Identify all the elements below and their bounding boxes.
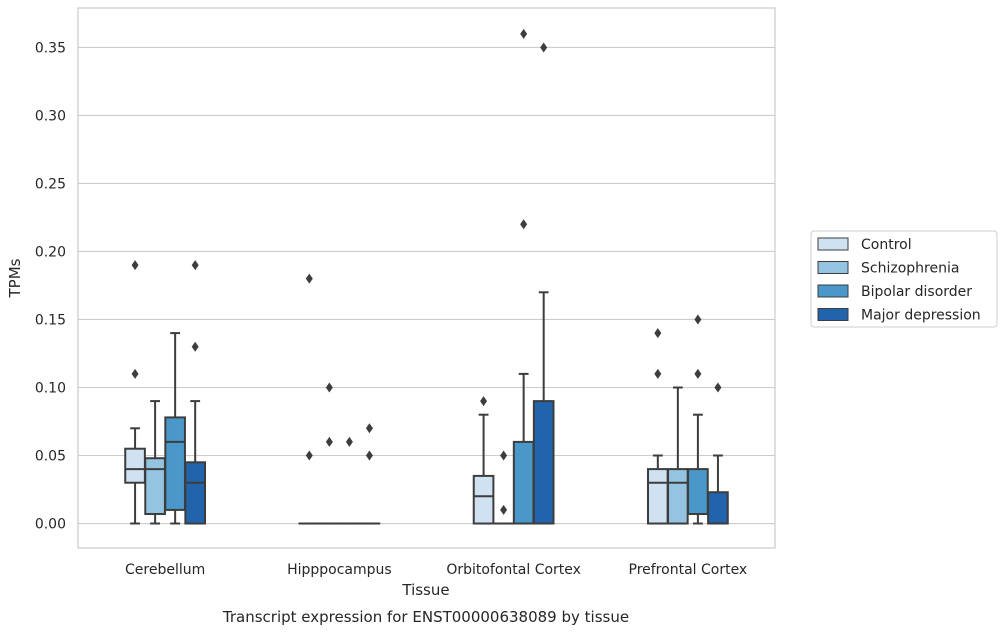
box-body [124, 447, 146, 484]
box-schizophrenia [492, 450, 515, 525]
boxes-layer [124, 28, 729, 525]
outlier-point [365, 423, 373, 434]
y-tick-labels: 0.00 0.05 0.10 0.15 0.20 0.25 0.30 0.35 [35, 40, 66, 532]
x-axis-label: Tissue [401, 581, 449, 599]
box-major-depression [532, 42, 555, 525]
outlier-point [500, 504, 508, 515]
box-bipolar-disorder [512, 28, 535, 525]
outlier-point [345, 436, 353, 447]
y-tick-label: 0.20 [35, 244, 66, 260]
legend-frame [810, 230, 998, 328]
outlier-point [654, 328, 662, 339]
x-tick-labels: Cerebellum Hipppocampus Orbitofontal Corte… [125, 562, 747, 578]
y-tick-label: 0.00 [35, 517, 66, 533]
box-body [687, 468, 709, 515]
box-body [144, 457, 166, 515]
box-body [646, 468, 669, 525]
x-tick-label: Orbitofontal Cortex [446, 562, 581, 578]
outlier-point [480, 396, 488, 407]
outlier-point [500, 450, 508, 461]
plot-area [78, 8, 775, 548]
y-tick-label: 0.25 [35, 176, 66, 192]
box-body [707, 491, 729, 525]
legend-label: Bipolar disorder [861, 284, 972, 300]
legend-swatch [817, 237, 849, 251]
outlier-point [325, 436, 333, 447]
outlier-point [191, 260, 199, 271]
legend-label: Control [861, 237, 912, 253]
outlier-point [694, 314, 702, 325]
legend-label: Major depression [861, 308, 981, 324]
outlier-point [365, 450, 373, 461]
y-tick-label: 0.10 [35, 380, 66, 396]
box-schizophrenia [144, 400, 166, 525]
x-tick-label: Prefrontal Cortex [629, 562, 748, 578]
outlier-point [714, 382, 722, 393]
y-axis-label: TPMs [6, 258, 24, 298]
outlier-point [694, 368, 702, 379]
legend-swatch [817, 308, 849, 321]
outlier-point [131, 260, 139, 271]
legend-label: Schizophrenia [861, 261, 959, 277]
y-tick-label: 0.30 [35, 108, 66, 124]
box-control [124, 260, 146, 525]
box-major-depression [358, 423, 381, 525]
x-tick-label: Cerebellum [125, 562, 205, 578]
box-body [164, 416, 186, 511]
outlier-point [191, 341, 199, 352]
legend-swatch [817, 261, 849, 274]
y-tick-label: 0.05 [35, 449, 66, 465]
outlier-point [540, 42, 548, 53]
chart-title: Transcript expression for ENST0000063808… [222, 608, 629, 626]
box-schizophrenia [667, 386, 689, 525]
outlier-point [131, 368, 139, 379]
box-control [472, 396, 495, 525]
box-body [532, 400, 555, 525]
y-tick-label: 0.15 [35, 312, 66, 328]
box-body [184, 461, 207, 525]
outlier-point [305, 273, 313, 284]
outlier-point [325, 382, 333, 393]
outlier-point [520, 28, 528, 39]
box-body [667, 468, 689, 525]
legend-swatch [817, 284, 849, 298]
legend: Control Schizophrenia Bipolar disorder Majo… [810, 230, 998, 328]
box-major-depression [184, 260, 207, 525]
outlier-point [305, 450, 313, 461]
box-body [512, 440, 535, 525]
outlier-point [654, 368, 662, 379]
x-tick-label: Hipppocampus [287, 562, 392, 578]
box-major-depression [707, 382, 729, 525]
y-tick-label: 0.35 [35, 40, 66, 56]
box-body [472, 474, 495, 525]
plot-frame [77, 7, 776, 549]
outlier-point [520, 219, 528, 230]
box-control [646, 328, 669, 525]
